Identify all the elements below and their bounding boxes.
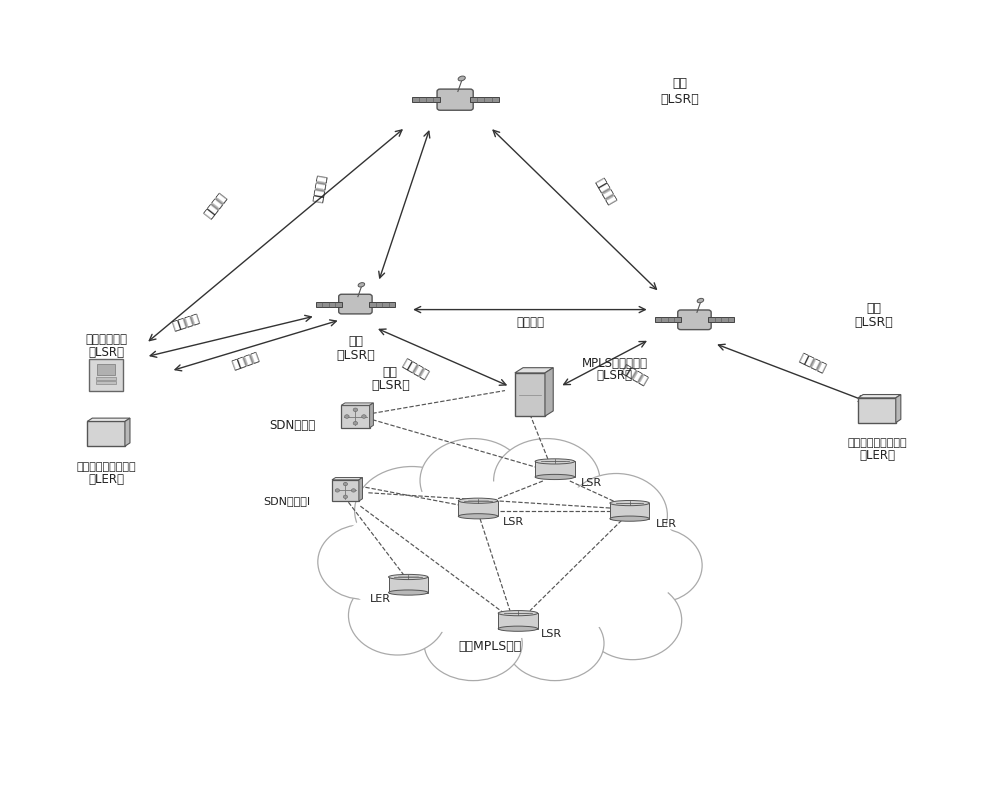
Text: 星地链路: 星地链路 bbox=[171, 312, 201, 333]
Bar bbox=[708, 317, 734, 323]
Ellipse shape bbox=[358, 282, 365, 287]
Bar bbox=[610, 503, 649, 518]
Ellipse shape bbox=[498, 611, 538, 615]
Bar bbox=[535, 462, 575, 477]
Text: LER: LER bbox=[656, 519, 677, 529]
Polygon shape bbox=[359, 477, 362, 501]
Text: 星间链路: 星间链路 bbox=[312, 174, 329, 204]
Text: LSR: LSR bbox=[581, 477, 602, 488]
Text: （LSR）: （LSR） bbox=[855, 316, 893, 329]
Polygon shape bbox=[545, 368, 553, 416]
Bar bbox=[89, 359, 123, 391]
Bar bbox=[341, 406, 370, 428]
Text: 星地链路: 星地链路 bbox=[202, 191, 230, 221]
Circle shape bbox=[351, 488, 356, 492]
Ellipse shape bbox=[565, 473, 667, 557]
Text: 星间链路: 星间链路 bbox=[516, 316, 544, 329]
Text: （LSR）: （LSR） bbox=[660, 93, 699, 107]
Bar bbox=[87, 421, 125, 447]
Circle shape bbox=[343, 495, 348, 499]
Ellipse shape bbox=[584, 581, 682, 660]
Text: 星地链路: 星地链路 bbox=[230, 350, 261, 372]
Circle shape bbox=[335, 488, 340, 492]
Bar bbox=[96, 381, 116, 383]
Bar bbox=[515, 373, 545, 416]
Polygon shape bbox=[125, 418, 130, 447]
Ellipse shape bbox=[458, 76, 465, 81]
Ellipse shape bbox=[610, 500, 649, 506]
Text: 卦星: 卦星 bbox=[672, 77, 687, 91]
Ellipse shape bbox=[494, 439, 600, 522]
Text: 卦星: 卦星 bbox=[348, 335, 363, 347]
Ellipse shape bbox=[697, 298, 704, 303]
Ellipse shape bbox=[610, 516, 649, 522]
Polygon shape bbox=[332, 477, 362, 480]
FancyBboxPatch shape bbox=[437, 89, 473, 110]
Ellipse shape bbox=[348, 576, 447, 655]
Ellipse shape bbox=[498, 626, 538, 631]
Polygon shape bbox=[370, 403, 373, 428]
Text: 卦星网接入设备终端: 卦星网接入设备终端 bbox=[76, 462, 136, 472]
Ellipse shape bbox=[318, 525, 408, 599]
Polygon shape bbox=[515, 368, 553, 373]
Bar bbox=[470, 97, 499, 103]
Circle shape bbox=[343, 482, 348, 486]
Bar bbox=[96, 377, 116, 380]
Polygon shape bbox=[87, 418, 130, 421]
Text: （LSR）: （LSR） bbox=[336, 349, 375, 361]
Text: SDN控制器: SDN控制器 bbox=[269, 420, 316, 432]
Text: LER: LER bbox=[370, 594, 391, 604]
Ellipse shape bbox=[424, 606, 522, 681]
Bar bbox=[458, 501, 498, 516]
Bar bbox=[498, 613, 538, 629]
FancyBboxPatch shape bbox=[678, 310, 711, 330]
Bar bbox=[97, 364, 115, 375]
Text: MPLS网络网关站: MPLS网络网关站 bbox=[582, 357, 648, 369]
Text: （LSR）: （LSR） bbox=[88, 346, 124, 358]
Ellipse shape bbox=[420, 439, 526, 522]
Ellipse shape bbox=[458, 498, 498, 503]
Polygon shape bbox=[341, 403, 373, 406]
Bar bbox=[412, 97, 440, 103]
Text: 星地链路: 星地链路 bbox=[400, 357, 431, 382]
Text: 星地链路: 星地链路 bbox=[797, 351, 828, 375]
Ellipse shape bbox=[535, 459, 575, 464]
Text: （LER）: （LER） bbox=[88, 473, 124, 486]
Polygon shape bbox=[896, 394, 901, 423]
Ellipse shape bbox=[389, 590, 428, 595]
Ellipse shape bbox=[535, 474, 575, 480]
Bar bbox=[316, 301, 342, 307]
Circle shape bbox=[353, 408, 358, 412]
Text: 卦星网接入设备终端: 卦星网接入设备终端 bbox=[847, 438, 907, 448]
Circle shape bbox=[353, 421, 358, 425]
Text: （LSR）: （LSR） bbox=[597, 369, 633, 382]
Ellipse shape bbox=[355, 466, 469, 555]
Text: 地面MPLS子网: 地面MPLS子网 bbox=[458, 640, 522, 653]
Text: 星间链路: 星间链路 bbox=[592, 176, 617, 207]
Text: 网络控制中心: 网络控制中心 bbox=[85, 333, 127, 346]
Text: LSR: LSR bbox=[541, 630, 562, 639]
Text: 卦星: 卦星 bbox=[383, 366, 398, 379]
Bar bbox=[332, 480, 359, 501]
Circle shape bbox=[362, 415, 366, 418]
Text: 卦星: 卦星 bbox=[866, 301, 881, 315]
FancyBboxPatch shape bbox=[339, 294, 372, 314]
Text: 星地链路: 星地链路 bbox=[619, 362, 650, 387]
Text: （LER）: （LER） bbox=[859, 449, 895, 462]
Ellipse shape bbox=[389, 574, 428, 580]
Bar bbox=[655, 317, 681, 323]
Bar bbox=[858, 398, 896, 423]
Text: LSR: LSR bbox=[502, 517, 524, 527]
Ellipse shape bbox=[336, 481, 684, 638]
Text: （LSR）: （LSR） bbox=[371, 379, 410, 391]
Ellipse shape bbox=[612, 528, 702, 603]
Ellipse shape bbox=[506, 606, 604, 681]
Circle shape bbox=[345, 415, 349, 418]
Polygon shape bbox=[858, 394, 901, 398]
Text: SDN控制器I: SDN控制器I bbox=[263, 495, 311, 506]
Bar bbox=[369, 301, 395, 307]
Bar bbox=[389, 577, 428, 593]
Ellipse shape bbox=[458, 514, 498, 519]
